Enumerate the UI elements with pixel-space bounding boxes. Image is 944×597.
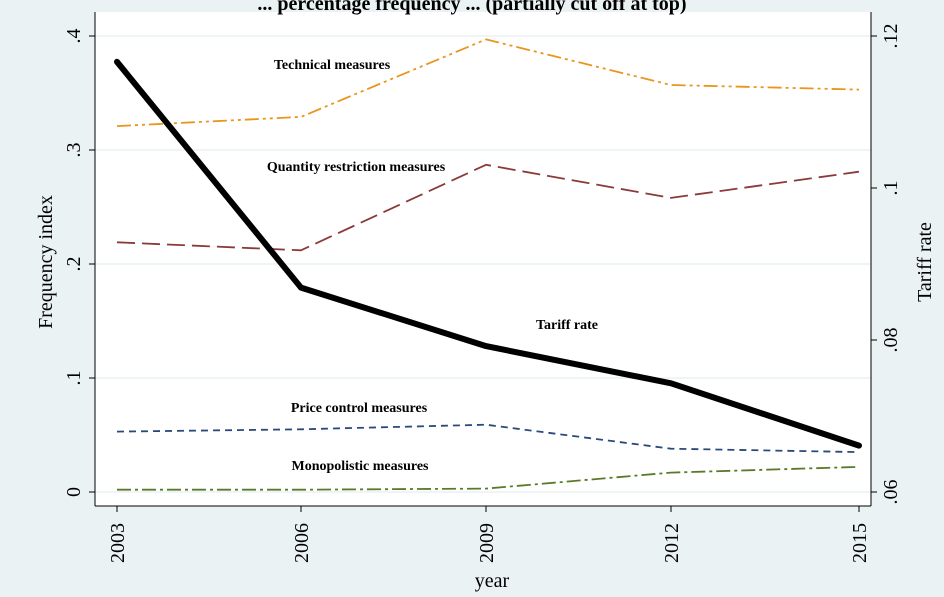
y-left-tick-label-2: .2 [63,257,85,272]
series-label-technical-measures: Technical measures [274,58,391,73]
series-label-monopolistic-measures: Monopolistic measures [291,459,429,474]
x-axis-title: year [475,570,510,592]
series-layer [114,38,862,491]
y-left-tick-label-3: .3 [63,143,85,158]
y-left-tick-label-0: 0 [63,487,85,497]
y-right-tick-label-2: .1 [880,181,902,196]
x-tick-label-4: 2015 [849,523,871,563]
y-left-tick-label-1: .1 [63,371,85,386]
plot-area [95,12,871,506]
y-right-tick-label-1: .08 [880,328,902,353]
x-tick-label-3: 2012 [661,523,683,563]
y-right-tick-label-3: .12 [880,24,902,49]
series-label-price-control-measures: Price control measures [291,401,428,416]
y-axis-left-title: Frequency index [35,195,57,329]
series-label-tariff-rate: Tariff rate [536,318,598,333]
axes-layer: 0 .1 .2 .3 .4 .06 .08 .1 .12 2003 2006 2009 2012 2015 [63,12,902,563]
series-line-price-control-measures [116,423,860,453]
x-tick-label-1: 2006 [291,523,313,563]
chart-title: ... percentage frequency ... (partially … [257,0,686,15]
y-axis-right-title: Tariff rate [914,222,936,302]
grid-layer [95,35,871,493]
series-label-quantity-restriction-measures: Quantity restriction measures [267,160,446,175]
y-left-tick-label-4: .4 [63,29,85,44]
y-right-tick-label-0: .06 [880,480,902,505]
x-tick-label-2: 2009 [476,523,498,563]
x-tick-label-0: 2003 [107,523,129,563]
